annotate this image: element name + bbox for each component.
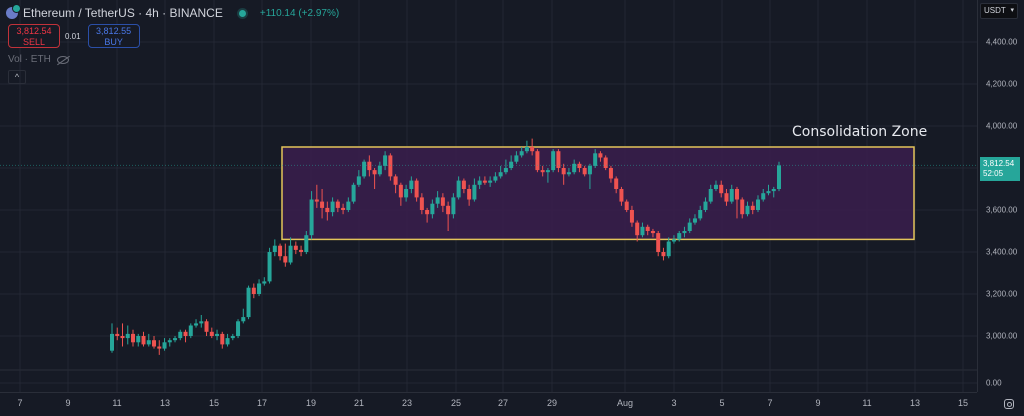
time-tick: 7	[17, 398, 23, 408]
sell-price: 3,812.54	[16, 26, 52, 36]
time-tick: 15	[208, 398, 220, 408]
buy-price: 3,812.55	[96, 26, 132, 36]
currency-label: USDT	[984, 6, 1006, 15]
time-tick: 27	[497, 398, 509, 408]
price-tick: 3,000.00	[986, 331, 1018, 341]
time-tick: 25	[450, 398, 462, 408]
price-tick: 0.00	[986, 378, 1002, 388]
collapse-indicators-button[interactable]: ^	[8, 70, 26, 84]
chart-header: Ethereum / TetherUS · 4h · BINANCE +110.…	[6, 4, 340, 21]
time-tick: 9	[65, 398, 71, 408]
market-open-icon	[238, 9, 246, 17]
price-change: +110.14 (+2.97%)	[259, 7, 340, 19]
time-tick: 3	[671, 398, 677, 408]
time-tick: 29	[546, 398, 558, 408]
chevron-down-icon: ▾	[1010, 7, 1014, 14]
buy-button[interactable]: 3,812.55 BUY	[87, 24, 140, 48]
volume-label: Vol · ETH	[8, 54, 51, 65]
time-tick: 11	[112, 398, 122, 408]
time-tick: Aug	[616, 398, 634, 408]
candle-countdown: 52:05	[983, 169, 1004, 178]
time-tick: 19	[305, 398, 317, 408]
time-tick: 15	[957, 398, 969, 408]
time-tick: 7	[767, 398, 773, 408]
consolidation-zone-label[interactable]: Consolidation Zone	[792, 124, 928, 140]
last-price-badge: 3,812.54 52:05	[980, 157, 1020, 181]
time-axis[interactable]	[0, 392, 977, 416]
sell-button[interactable]: 3,812.54 SELL	[8, 24, 60, 48]
price-tick: 3,400.00	[986, 247, 1018, 257]
ethereum-icon	[6, 4, 21, 19]
last-price: 3,812.54	[983, 159, 1015, 168]
price-tick: 3,200.00	[986, 289, 1018, 299]
spread-value: 0.01	[65, 31, 81, 41]
price-tick: 3,600.00	[986, 205, 1018, 215]
trade-buttons: 3,812.54 SELL 0.01 3,812.55 BUY	[8, 24, 140, 48]
sell-label: SELL	[22, 37, 46, 47]
price-tick: 4,400.00	[986, 37, 1018, 47]
time-tick: 21	[353, 398, 365, 408]
currency-select[interactable]: USDT ▾	[980, 3, 1018, 19]
symbol-title[interactable]: Ethereum / TetherUS · 4h · BINANCE	[23, 6, 223, 20]
candlestick-chart[interactable]	[0, 0, 977, 392]
buy-label: BUY	[104, 37, 123, 47]
volume-indicator[interactable]: Vol · ETH	[8, 54, 69, 65]
time-tick: 23	[401, 398, 413, 408]
time-tick: 17	[256, 398, 268, 408]
time-tick: 9	[815, 398, 821, 408]
price-tick: 4,200.00	[986, 79, 1018, 89]
eye-hidden-icon[interactable]	[56, 55, 69, 64]
time-tick: 13	[159, 398, 171, 408]
time-tick: 13	[909, 398, 921, 408]
price-axis[interactable]	[977, 0, 1024, 392]
time-tick: 5	[719, 398, 725, 408]
price-tick: 4,000.00	[986, 121, 1018, 131]
settings-gear-icon[interactable]	[1004, 399, 1014, 409]
time-tick: 11	[862, 398, 872, 408]
